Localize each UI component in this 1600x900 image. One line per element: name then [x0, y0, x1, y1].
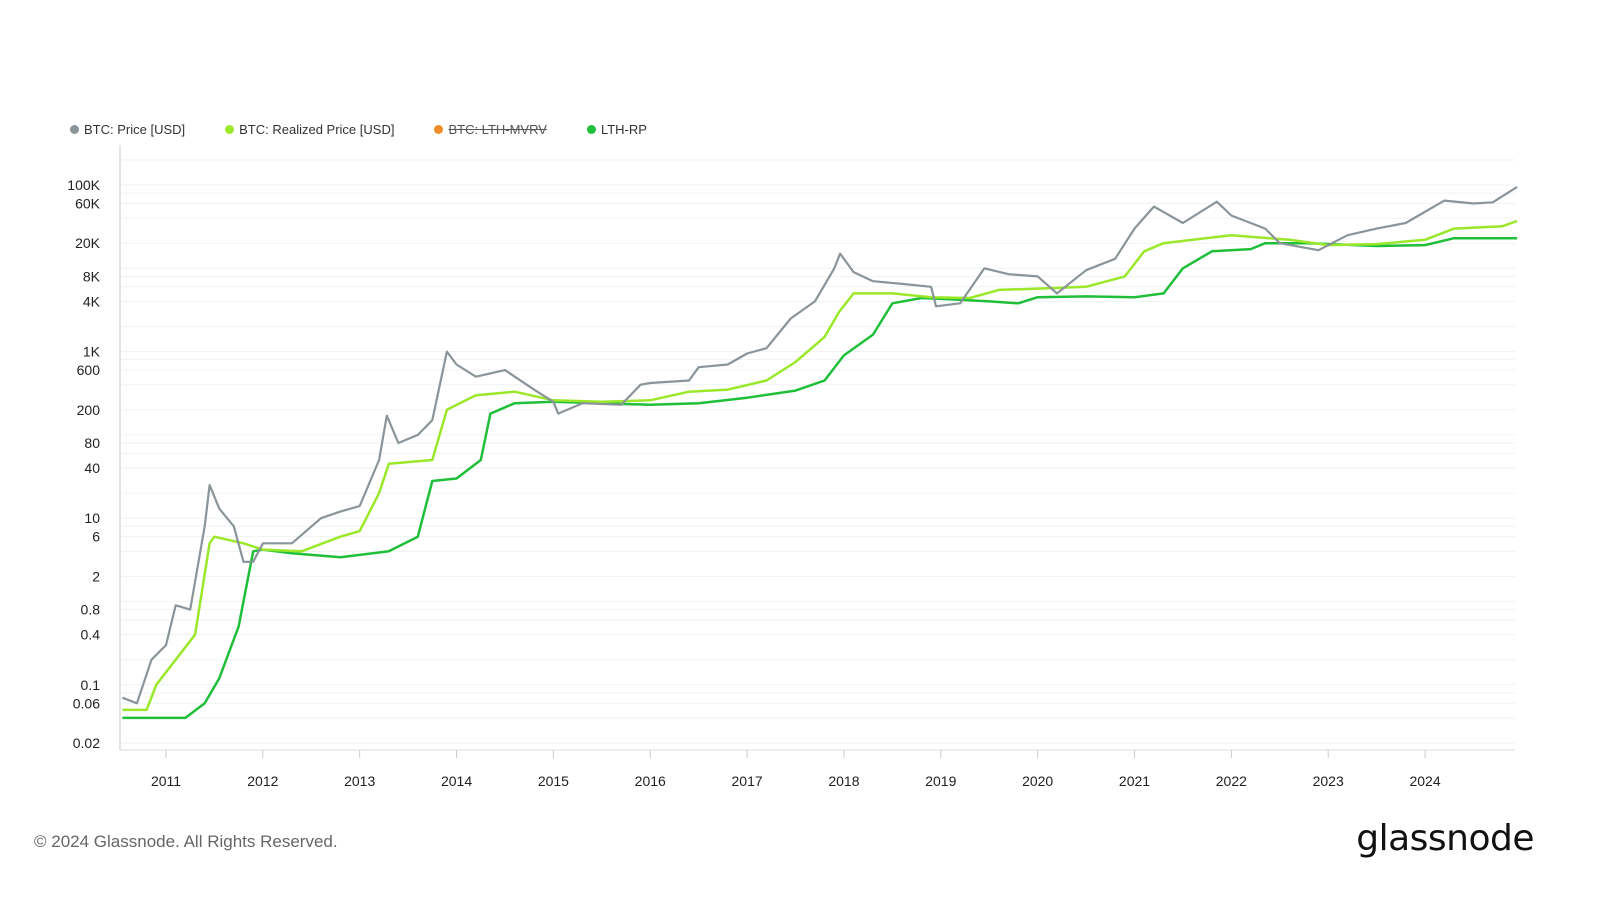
legend-dot-icon — [70, 125, 79, 134]
y-tick-label: 60K — [75, 195, 101, 211]
y-tick-label: 10 — [84, 510, 100, 526]
y-tick-label: 40 — [84, 460, 100, 476]
x-tick-label: 2011 — [151, 773, 181, 789]
x-tick-label: 2019 — [925, 773, 956, 789]
legend-item[interactable]: BTC: Price [USD] — [70, 122, 185, 137]
y-tick-label: 1K — [83, 344, 101, 360]
x-tick-label: 2012 — [247, 773, 278, 789]
series-line-lth-rp — [122, 236, 1518, 720]
legend-item[interactable]: BTC: Realized Price [USD] — [225, 122, 394, 137]
legend-item[interactable]: LTH-RP — [586, 122, 647, 137]
y-tick-label: 4K — [83, 293, 101, 309]
series-line-btc-realized-price-usd- — [122, 219, 1518, 712]
x-tick-label: 2020 — [1022, 773, 1053, 789]
y-tick-label: 600 — [77, 362, 101, 378]
x-tick-label: 2024 — [1409, 773, 1440, 789]
legend-label: BTC: Realized Price [USD] — [239, 122, 395, 137]
x-tick-label: 2013 — [344, 773, 375, 789]
y-tick-label: 0.4 — [81, 627, 101, 643]
y-tick-label: 100K — [67, 177, 100, 193]
legend-dot-icon — [434, 125, 444, 134]
y-tick-label: 2 — [92, 568, 100, 584]
legend-dot-icon — [225, 125, 235, 134]
y-tick-label: 0.1 — [81, 677, 101, 693]
copyright-text: © 2024 Glassnode. All Rights Reserved. — [34, 832, 338, 851]
x-tick-label: 2018 — [828, 773, 859, 789]
legend-label: BTC: Price [USD] — [84, 122, 186, 137]
y-tick-label: 200 — [77, 402, 101, 418]
legend-dot-icon — [586, 125, 596, 134]
legend-label: LTH-RP — [600, 122, 647, 137]
y-tick-label: 6 — [92, 529, 100, 545]
y-tick-label: 0.06 — [73, 695, 100, 711]
x-tick-label: 2016 — [635, 773, 666, 789]
y-tick-label: 80 — [84, 435, 100, 451]
y-tick-label: 20K — [75, 235, 101, 251]
x-tick-label: 2017 — [732, 773, 763, 789]
x-tick-label: 2014 — [441, 773, 472, 789]
chart-legend: BTC: Price [USD] BTC: Realized Price [USD… — [70, 122, 687, 137]
y-tick-label: 0.02 — [73, 735, 100, 751]
legend-item[interactable]: BTC: LTH-MVRV — [434, 122, 547, 137]
y-tick-label: 0.8 — [81, 602, 101, 618]
legend-label: BTC: LTH-MVRV — [448, 122, 547, 137]
y-tick-label: 8K — [83, 268, 101, 284]
x-tick-label: 2022 — [1216, 773, 1247, 789]
glassnode-logo: glassnode — [1356, 818, 1534, 859]
x-tick-label: 2023 — [1313, 773, 1344, 789]
x-tick-label: 2015 — [538, 773, 569, 789]
x-tick-label: 2021 — [1119, 773, 1150, 789]
series-line-btc-price-usd- — [122, 185, 1518, 705]
